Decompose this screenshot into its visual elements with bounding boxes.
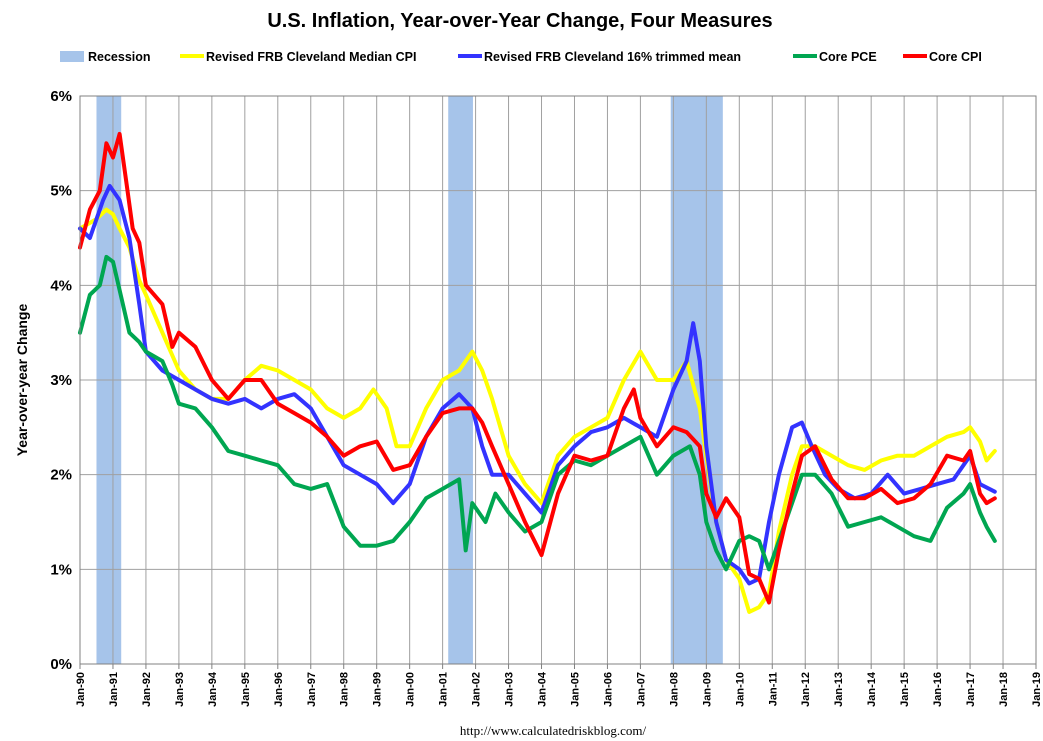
- x-tick-label: Jan-94: [207, 671, 219, 707]
- x-tick-label: Jan-02: [471, 672, 483, 707]
- x-tick-label: Jan-09: [701, 672, 713, 707]
- x-tick-label: Jan-93: [174, 672, 186, 707]
- y-tick-label: 3%: [50, 372, 72, 389]
- legend-label-core-cpi: Core CPI: [929, 50, 982, 64]
- x-tick-label: Jan-16: [932, 672, 944, 707]
- x-tick-label: Jan-00: [405, 672, 417, 707]
- x-tick-label: Jan-99: [372, 672, 384, 707]
- legend-label-core-pce: Core PCE: [819, 50, 877, 64]
- x-tick-label: Jan-91: [108, 672, 120, 707]
- y-axis-ticks: 0% 1% 2% 3% 4% 5% 6%: [50, 88, 72, 673]
- x-tick-label: Jan-97: [306, 672, 318, 707]
- x-tick-label: Jan-90: [75, 672, 87, 707]
- x-tick-label: Jan-19: [1031, 672, 1043, 707]
- x-tick-label: Jan-17: [965, 672, 977, 707]
- x-tick-label: Jan-15: [899, 672, 911, 707]
- series-line-2: [78, 254, 997, 572]
- plot-border: [79, 95, 1037, 665]
- x-tick-label: Jan-08: [668, 672, 680, 707]
- x-tick-label: Jan-05: [569, 672, 581, 707]
- x-tick-label: Jan-03: [504, 672, 516, 707]
- legend-label-recession: Recession: [88, 50, 151, 64]
- legend-label-median-cpi: Revised FRB Cleveland Median CPI: [206, 50, 416, 64]
- x-tick-label: Jan-10: [734, 672, 746, 707]
- y-tick-label: 4%: [50, 277, 72, 294]
- y-tick-label: 0%: [50, 656, 72, 673]
- source-url: http://www.calculatedriskblog.com/: [460, 723, 647, 738]
- x-tick-label: Jan-04: [537, 671, 549, 707]
- x-tick-label: Jan-98: [339, 672, 351, 707]
- x-tick-label: Jan-11: [767, 672, 779, 706]
- x-tick-label: Jan-92: [141, 672, 153, 707]
- x-tick-label: Jan-12: [800, 672, 812, 707]
- x-tick-label: Jan-95: [240, 672, 252, 707]
- x-tick-label: Jan-13: [833, 672, 845, 707]
- y-tick-label: 2%: [50, 467, 72, 484]
- y-tick-label: 5%: [50, 183, 72, 200]
- x-tick-label: Jan-01: [438, 672, 450, 707]
- y-tick-label: 1%: [50, 561, 72, 578]
- legend-label-trimmed-mean: Revised FRB Cleveland 16% trimmed mean: [484, 50, 741, 64]
- x-tick-label: Jan-07: [635, 672, 647, 707]
- legend-swatch-recession: [60, 51, 84, 62]
- x-tick-label: Jan-14: [866, 671, 878, 707]
- y-axis-label: Year-over-year Change: [14, 304, 30, 457]
- x-tick-label: Jan-96: [273, 672, 285, 707]
- plot-area: [78, 95, 1037, 665]
- x-axis-ticks: Jan-90 Jan-91 Jan-92 Jan-93 Jan-94 Jan-95 Jan-…: [75, 664, 1043, 707]
- series-lines: [78, 131, 997, 614]
- x-tick-label: Jan-18: [998, 672, 1010, 707]
- chart-title: U.S. Inflation, Year-over-Year Change, F…: [267, 10, 772, 32]
- y-tick-label: 6%: [50, 88, 72, 105]
- series-line-1: [78, 183, 997, 586]
- x-tick-label: Jan-06: [602, 672, 614, 707]
- series-line-3: [78, 131, 997, 605]
- legend: Recession Revised FRB Cleveland Median C…: [60, 50, 982, 64]
